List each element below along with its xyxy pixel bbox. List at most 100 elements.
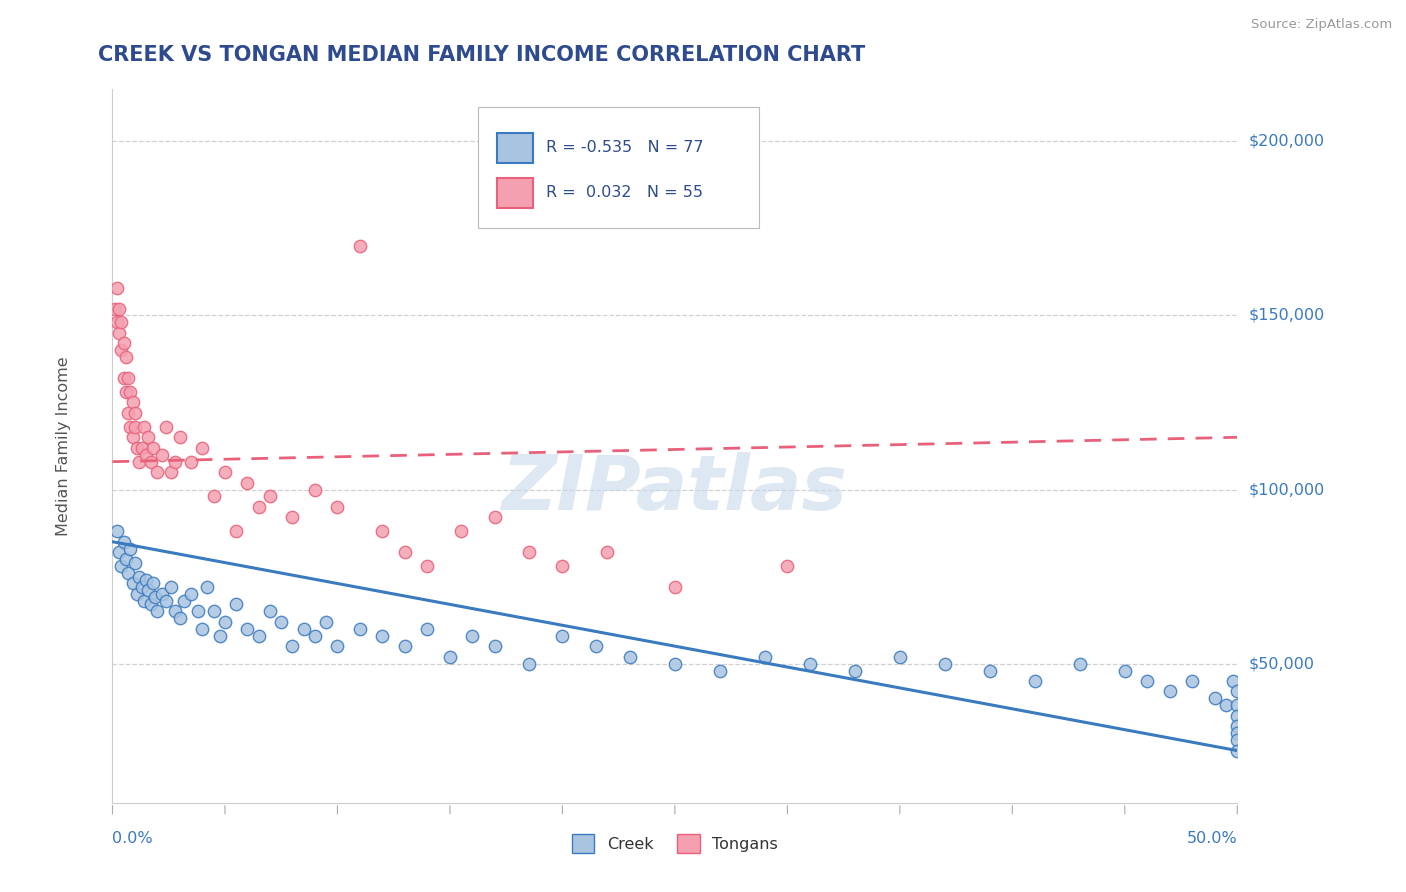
Text: Median Family Income: Median Family Income <box>56 356 70 536</box>
Point <box>1159 684 1181 698</box>
Point <box>1226 719 1249 733</box>
Point <box>394 545 416 559</box>
Point <box>202 490 225 504</box>
Point <box>121 430 143 444</box>
Point <box>117 406 139 420</box>
Point <box>484 639 506 653</box>
Point <box>120 541 142 556</box>
Point <box>236 622 259 636</box>
Point <box>139 455 162 469</box>
Point <box>247 500 270 514</box>
Point <box>108 326 131 340</box>
Point <box>128 455 150 469</box>
Point <box>142 576 165 591</box>
Point <box>155 594 177 608</box>
Point <box>349 622 371 636</box>
Point <box>1226 743 1249 757</box>
Point <box>585 639 607 653</box>
Point <box>1024 673 1046 688</box>
Point <box>124 406 146 420</box>
Point <box>889 649 911 664</box>
Point <box>112 534 135 549</box>
Point <box>115 350 138 364</box>
Legend: Creek, Tongans: Creek, Tongans <box>565 828 785 859</box>
Point <box>160 465 183 479</box>
Point <box>315 615 337 629</box>
Point <box>117 371 139 385</box>
Point <box>247 629 270 643</box>
Point <box>292 622 315 636</box>
Point <box>127 587 149 601</box>
Point <box>115 385 138 400</box>
Point <box>160 580 183 594</box>
Point <box>138 430 160 444</box>
Point <box>120 420 142 434</box>
Point <box>517 545 540 559</box>
Point <box>439 649 461 664</box>
Point <box>1204 691 1226 706</box>
Point <box>117 566 139 580</box>
Point <box>150 448 173 462</box>
Point <box>214 615 236 629</box>
Point <box>110 559 132 574</box>
Point <box>169 611 191 625</box>
Point <box>108 301 131 316</box>
Point <box>484 510 506 524</box>
Point <box>259 604 281 618</box>
Point <box>416 559 439 574</box>
Point <box>1226 684 1249 698</box>
Point <box>371 629 394 643</box>
Point <box>596 545 619 559</box>
Text: ZIPatlas: ZIPatlas <box>502 452 848 525</box>
Point <box>104 301 127 316</box>
Point <box>1181 673 1204 688</box>
Point <box>146 604 169 618</box>
Point <box>105 315 128 329</box>
Point <box>155 420 177 434</box>
Text: 50.0%: 50.0% <box>1187 830 1237 846</box>
Point <box>115 552 138 566</box>
Point <box>108 545 131 559</box>
Point <box>180 587 202 601</box>
Point <box>1222 673 1244 688</box>
Point <box>799 657 821 671</box>
Point <box>236 475 259 490</box>
Point <box>225 598 247 612</box>
Point <box>132 594 155 608</box>
Point <box>131 580 153 594</box>
Point <box>979 664 1001 678</box>
Point <box>461 629 484 643</box>
Text: CREEK VS TONGAN MEDIAN FAMILY INCOME CORRELATION CHART: CREEK VS TONGAN MEDIAN FAMILY INCOME COR… <box>98 45 866 64</box>
Point <box>121 576 143 591</box>
Text: R = -0.535   N = 77: R = -0.535 N = 77 <box>546 140 703 155</box>
Point <box>776 559 799 574</box>
Point <box>187 604 209 618</box>
Point <box>121 395 143 409</box>
Point <box>934 657 956 671</box>
Point <box>165 455 187 469</box>
FancyBboxPatch shape <box>478 107 759 228</box>
Point <box>180 455 202 469</box>
Point <box>394 639 416 653</box>
FancyBboxPatch shape <box>498 178 533 208</box>
Point <box>124 420 146 434</box>
Point <box>281 639 304 653</box>
Point <box>1226 698 1249 713</box>
Point <box>281 510 304 524</box>
Point <box>165 604 187 618</box>
Point <box>110 315 132 329</box>
Point <box>131 441 153 455</box>
Point <box>225 524 247 539</box>
Point <box>304 483 326 497</box>
Point <box>214 465 236 479</box>
Point <box>304 629 326 643</box>
Text: R =  0.032   N = 55: R = 0.032 N = 55 <box>546 186 703 200</box>
Point <box>619 649 641 664</box>
Point <box>124 556 146 570</box>
Point <box>105 524 128 539</box>
Point <box>844 664 866 678</box>
Point <box>173 594 195 608</box>
FancyBboxPatch shape <box>498 133 533 162</box>
Point <box>664 580 686 594</box>
Point <box>191 441 214 455</box>
